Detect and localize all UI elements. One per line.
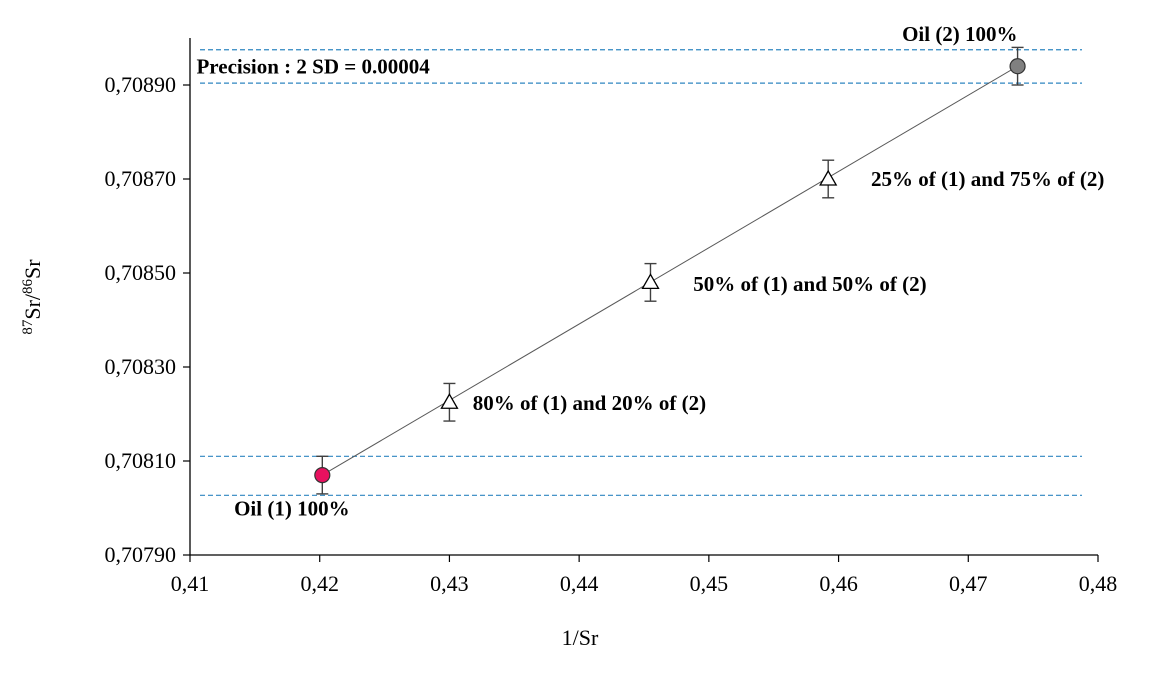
x-tick-label: 0,46 <box>819 571 858 596</box>
annotation-label: Oil (1) 100% <box>234 497 349 521</box>
fit-line-group <box>322 65 1018 476</box>
data-point-circle <box>314 467 331 484</box>
y-axis-title-sup2: 86 <box>20 278 36 294</box>
y-tick-label: 0,70830 <box>105 354 177 379</box>
axes <box>189 38 1098 556</box>
y-axis-title-mid: Sr/ <box>20 293 45 320</box>
y-tick-label: 0,70810 <box>105 448 177 473</box>
data-point-triangle <box>440 392 459 409</box>
y-axis-title-end: Sr <box>20 259 45 279</box>
data-point-triangle <box>641 273 660 290</box>
x-tick-label: 0,48 <box>1079 571 1118 596</box>
annotation-label: Precision : 2 SD = 0.00004 <box>196 54 430 78</box>
x-tick-label: 0,44 <box>560 571 599 596</box>
y-tick-label: 0,70890 <box>105 72 177 97</box>
x-tick-label: 0,41 <box>171 571 210 596</box>
annotation-label: 80% of (1) and 20% of (2) <box>473 391 706 415</box>
x-tick-label: 0,42 <box>300 571 339 596</box>
data-point-circle <box>1009 58 1026 75</box>
x-axis-title: 1/Sr <box>562 625 599 650</box>
y-axis-title: 87Sr/86Sr <box>20 259 45 335</box>
y-tick-label: 0,70870 <box>105 166 177 191</box>
x-tick-label: 0,47 <box>949 571 988 596</box>
data-point-triangle <box>819 169 838 186</box>
precision-bands <box>200 49 1082 496</box>
annotation-label: 50% of (1) and 50% of (2) <box>693 272 926 296</box>
annotation-label: Oil (2) 100% <box>902 22 1018 46</box>
y-axis-title-sup1: 87 <box>20 319 36 335</box>
annotation-label: 25% of (1) and 75% of (2) <box>871 167 1104 191</box>
x-tick-label: 0,45 <box>690 571 729 596</box>
y-tick-label: 0,70850 <box>105 260 177 285</box>
data-points <box>314 58 1026 484</box>
y-tick-label: 0,70790 <box>105 542 177 567</box>
annotations: Oil (2) 100% Precision : 2 SD = 0.00004 25… <box>196 22 1104 521</box>
y-ticks: 0,70790 0,70810 0,70830 0,70850 0,70870 0,708… <box>105 72 190 567</box>
x-tick-label: 0,43 <box>430 571 469 596</box>
x-ticks: 0,41 0,42 0,43 0,44 0,45 0,46 0,47 0,48 <box>171 555 1118 596</box>
fit-line <box>322 65 1018 476</box>
